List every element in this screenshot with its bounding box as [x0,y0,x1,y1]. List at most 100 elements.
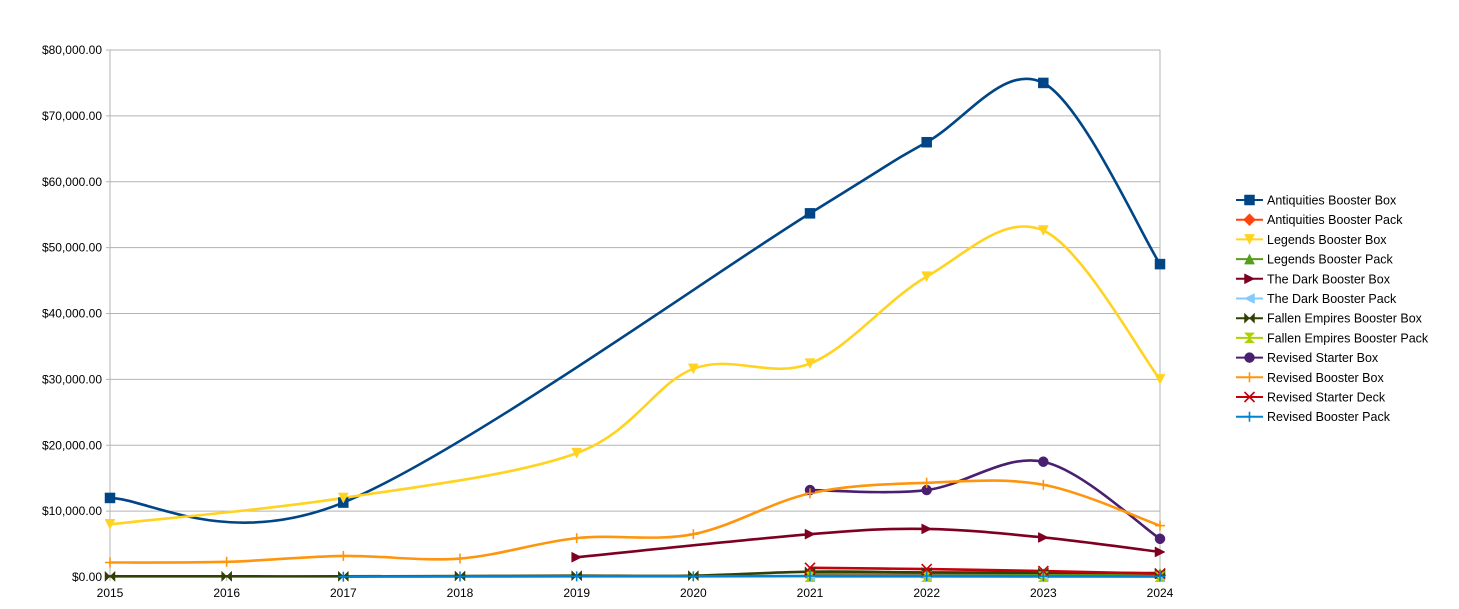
legend-label: The Dark Booster Pack [1267,292,1397,306]
legend-label: Fallen Empires Booster Pack [1267,331,1429,345]
data-point [921,136,932,148]
x-tick-label: 2018 [447,586,474,600]
data-point [921,571,932,582]
data-point [804,562,816,574]
x-tick-label: 2021 [797,586,824,600]
legend-label: Revised Starter Deck [1267,391,1386,405]
legend-marker [1243,332,1256,344]
x-tick-label: 2017 [330,586,357,600]
data-point [1038,77,1049,89]
legend-label: Antiquities Booster Pack [1267,213,1403,227]
x-tick-label: 2016 [213,586,240,600]
legend-label: Legends Booster Box [1267,233,1387,247]
data-point [1154,258,1166,270]
data-point [921,477,932,488]
legend-marker [1243,293,1255,304]
series-markers [104,77,1167,582]
legend-marker [1244,234,1255,245]
legend-marker [1244,194,1255,206]
y-tick-label: $20,000.00 [42,438,102,452]
series-line-8 [808,459,1162,541]
data-point [921,271,933,283]
x-tick-label: 2022 [913,586,940,600]
data-point [571,551,583,563]
data-point [105,557,115,568]
legend-item: Legends Booster Pack [1236,253,1394,267]
data-point [455,553,465,564]
legend-item: The Dark Booster Box [1236,272,1391,286]
legend-label: Revised Booster Box [1267,371,1384,385]
data-point [338,550,349,561]
legend-item: Revised Starter Box [1236,351,1379,365]
data-point [221,570,232,582]
data-point [1038,479,1049,490]
y-tick-label: $60,000.00 [42,175,102,189]
data-point [804,358,816,370]
data-point [104,519,116,530]
x-tick-label: 2020 [680,586,707,600]
data-point [104,492,116,504]
series-line-9 [108,479,1162,564]
data-point [1154,546,1166,558]
data-point [338,571,349,582]
legend-label: The Dark Booster Box [1267,272,1391,286]
data-point [1155,520,1165,531]
data-point [921,523,933,535]
y-tick-label: $0.00 [72,570,102,584]
legend-item: Antiquities Booster Box [1236,194,1397,208]
legend-item: Revised Booster Box [1236,371,1384,385]
data-point [1038,532,1049,543]
legend-label: Revised Booster Pack [1267,410,1391,424]
data-point [1038,571,1049,582]
gridlines [110,49,1160,578]
legend-label: Antiquities Booster Box [1267,194,1397,208]
legend-marker [1244,372,1255,383]
data-point [1038,456,1049,467]
legend-marker [1244,352,1255,363]
data-point [1037,225,1049,237]
data-point [805,571,815,582]
data-point [687,363,699,375]
legend-label: Revised Starter Box [1267,351,1379,365]
data-point [571,447,583,459]
data-point [804,528,816,540]
data-point [804,208,816,219]
data-point [805,488,815,499]
data-point [1154,374,1166,385]
series-line-4 [575,527,1162,559]
legend: Antiquities Booster Box Antiquities Boost… [1236,194,1429,424]
legend-item: Legends Booster Box [1236,233,1387,247]
y-tick-label: $50,000.00 [42,241,102,255]
series-lines [108,77,1162,578]
legend-marker [1243,213,1256,227]
legend-marker [1244,253,1255,265]
data-point [688,571,699,582]
axes: $0.00 $10,000.00 $20,000.00 $30,000.00 $40,0… [42,43,1174,600]
legend-label: Fallen Empires Booster Box [1267,312,1423,326]
legend-item: Revised Booster Pack [1236,410,1391,424]
legend-marker [1244,312,1255,324]
data-point [104,570,116,582]
y-tick-label: $40,000.00 [42,307,102,321]
legend-item: Antiquities Booster Pack [1236,213,1403,227]
x-tick-label: 2015 [97,586,124,600]
series-line-0 [108,77,1162,524]
y-tick-label: $30,000.00 [42,372,102,386]
data-point [571,533,582,544]
data-point [455,571,465,582]
data-point [221,556,232,567]
data-point [571,571,582,582]
x-tick-label: 2024 [1147,586,1174,600]
x-tick-label: 2019 [563,586,590,600]
legend-item: Fallen Empires Booster Box [1236,312,1423,326]
legend-label: Legends Booster Pack [1267,253,1394,267]
y-tick-label: $70,000.00 [42,109,102,123]
data-point [1037,565,1049,577]
series-line-10 [808,566,1162,576]
data-point [921,563,933,575]
data-point [688,529,699,540]
y-tick-label: $10,000.00 [42,504,102,518]
legend-marker [1243,391,1256,403]
y-tick-label: $80,000.00 [42,43,102,57]
